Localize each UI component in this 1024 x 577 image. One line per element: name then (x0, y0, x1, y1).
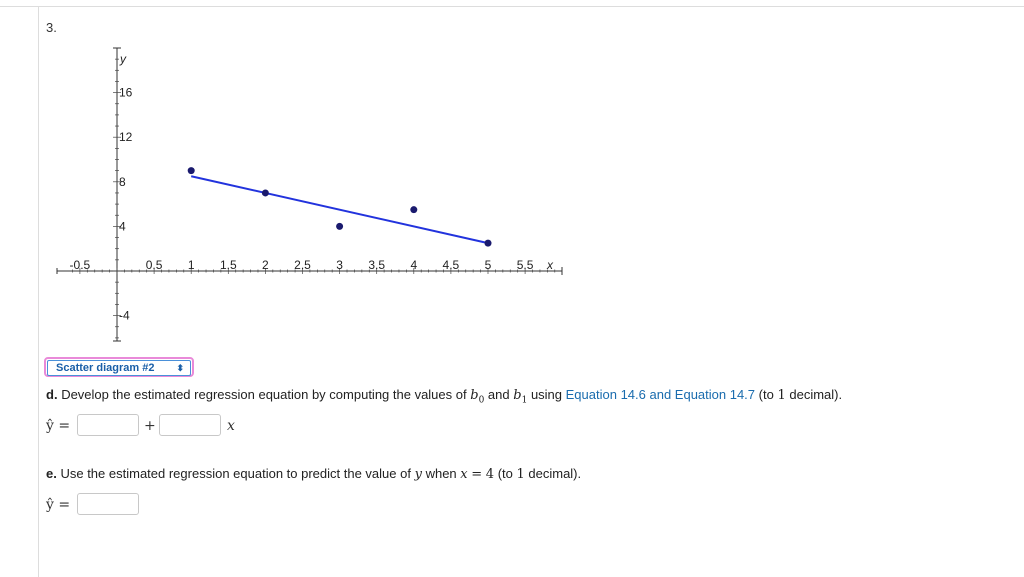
part-e-yhat: ŷ = (46, 497, 71, 513)
data-point (484, 239, 492, 247)
y-tick-label: 4 (119, 219, 126, 233)
part-d-paren-close: decimal). (789, 387, 843, 402)
data-point (261, 189, 269, 197)
part-d-decimals: 1 (777, 388, 786, 403)
part-e-x-value: 4 (485, 467, 495, 482)
data-point (336, 222, 344, 230)
part-d-label: d. (46, 387, 58, 402)
x-tick-label: 1 (188, 258, 195, 272)
y-tick-label: -4 (119, 309, 130, 323)
question-number: 3. (46, 20, 57, 35)
x-tick-label: 2.5 (294, 258, 311, 272)
part-d-question: d. Develop the estimated regression equa… (46, 387, 842, 406)
equation-link[interactable]: Equation 14.6 and Equation 14.7 (565, 387, 756, 402)
part-e-question: e. Use the estimated regression equation… (46, 466, 581, 482)
y-tick-label: 8 (119, 175, 126, 189)
part-e-decimals: 1 (516, 467, 525, 482)
scatter-chart: -0.5 0.5 1 1.5 2 2.5 3 3.5 4 4.5 5 5.5 16 12 8 4 -4 y x (56, 47, 563, 342)
y-tick-label: 16 (119, 86, 133, 100)
data-point (410, 206, 418, 214)
part-d-using: using (530, 387, 563, 402)
data-point (187, 167, 195, 175)
x-tick-label: 3 (336, 258, 343, 272)
part-d-paren-open: (to (758, 387, 774, 402)
x-tick-label: 4.5 (443, 258, 460, 272)
x-tick-label: 2 (262, 258, 269, 272)
prediction-input[interactable] (77, 493, 139, 515)
x-tick-label: 0.5 (146, 258, 163, 272)
part-e-paren-open: (to (497, 466, 513, 481)
up-down-chevron-icon: ⬍ (176, 362, 184, 373)
scatter-diagram-select-inner[interactable]: Scatter diagram #2 ⬍ (47, 360, 191, 376)
b0-symbol: b0 (470, 388, 485, 406)
x-tick-label: 1.5 (220, 258, 237, 272)
scatter-diagram-select-value: Scatter diagram #2 (56, 362, 155, 374)
part-e-label: e. (46, 466, 57, 481)
b1-input[interactable] (159, 414, 221, 436)
part-e-x-var: x (460, 467, 468, 482)
x-tick-label: 5.5 (517, 258, 534, 272)
b0-input[interactable] (77, 414, 139, 436)
part-d-x-var: x (227, 418, 235, 434)
x-tick-label: 5 (485, 258, 492, 272)
top-divider (0, 6, 1024, 7)
b1-symbol: b1 (513, 388, 528, 406)
scatter-diagram-select[interactable]: Scatter diagram #2 ⬍ (44, 357, 194, 377)
x-tick-label: 4 (410, 258, 417, 272)
x-axis-label: x (546, 258, 554, 272)
x-tick-label: 3.5 (368, 258, 385, 272)
part-e-when: when (425, 466, 457, 481)
part-e-eq: = (471, 467, 483, 482)
part-e-text: Use the estimated regression equation to… (60, 466, 411, 481)
part-d-text: Develop the estimated regression equatio… (61, 387, 467, 402)
y-axis-label: y (119, 52, 127, 66)
part-d-plus: + (144, 418, 156, 434)
y-tick-label: 12 (119, 130, 133, 144)
x-tick-label: -0.5 (70, 258, 91, 272)
regression-line (190, 175, 489, 245)
part-d-yhat: ŷ = (46, 418, 71, 434)
part-d-and: and (487, 387, 510, 402)
left-divider (38, 6, 39, 577)
part-e-paren-close: decimal). (528, 466, 582, 481)
part-e-y-var: y (414, 467, 422, 482)
